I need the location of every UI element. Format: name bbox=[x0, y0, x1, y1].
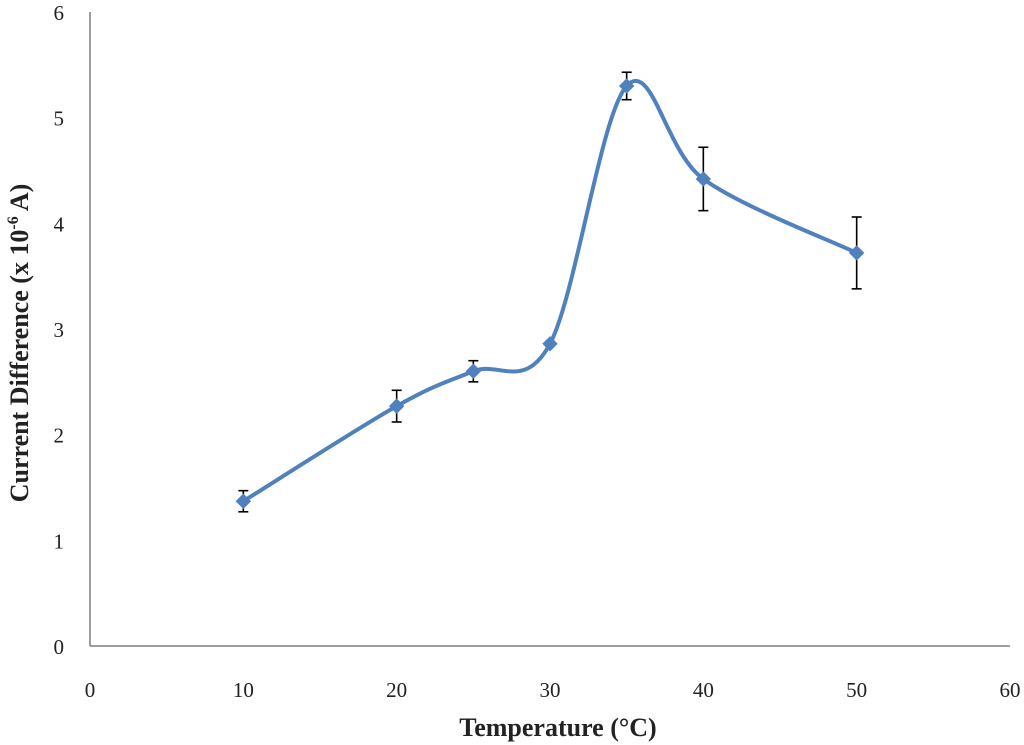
data-point-marker bbox=[542, 336, 558, 352]
y-tick-label: 1 bbox=[54, 529, 65, 553]
y-tick-label: 5 bbox=[54, 107, 65, 131]
x-tick-labels: 0 10 20 30 40 50 60 bbox=[85, 678, 1021, 702]
chart-axes bbox=[89, 12, 1010, 647]
y-axis-title-exponent: -6 bbox=[5, 216, 22, 229]
data-point-marker bbox=[695, 171, 712, 187]
y-tick-label: 0 bbox=[54, 635, 65, 659]
x-tick-label: 20 bbox=[386, 678, 407, 702]
data-point-marker bbox=[618, 78, 635, 94]
y-tick-labels: 0 1 2 3 4 5 6 bbox=[54, 1, 65, 659]
y-tick-label: 2 bbox=[54, 424, 65, 448]
x-tick-label: 30 bbox=[540, 678, 561, 702]
y-axis-title-main: Current Difference (x 10 bbox=[5, 230, 34, 503]
x-axis-title: Temperature (°C) bbox=[459, 713, 656, 742]
x-tick-label: 0 bbox=[85, 678, 96, 702]
x-tick-label: 50 bbox=[846, 678, 867, 702]
series-layer bbox=[235, 71, 865, 513]
y-tick-label: 4 bbox=[54, 212, 65, 236]
x-tick-label: 40 bbox=[693, 678, 714, 702]
data-point-marker bbox=[848, 245, 865, 261]
data-point-marker bbox=[235, 493, 252, 509]
y-tick-label: 6 bbox=[54, 1, 65, 25]
data-point-marker bbox=[388, 398, 405, 414]
y-axis-title: Current Difference (x 10-6 A) bbox=[5, 184, 34, 503]
data-point-marker bbox=[465, 363, 482, 379]
y-tick-label: 3 bbox=[54, 318, 65, 342]
series-line bbox=[241, 79, 859, 504]
x-tick-label: 60 bbox=[1000, 678, 1021, 702]
y-axis-title-unit: A) bbox=[5, 184, 34, 217]
x-tick-label: 10 bbox=[233, 678, 254, 702]
